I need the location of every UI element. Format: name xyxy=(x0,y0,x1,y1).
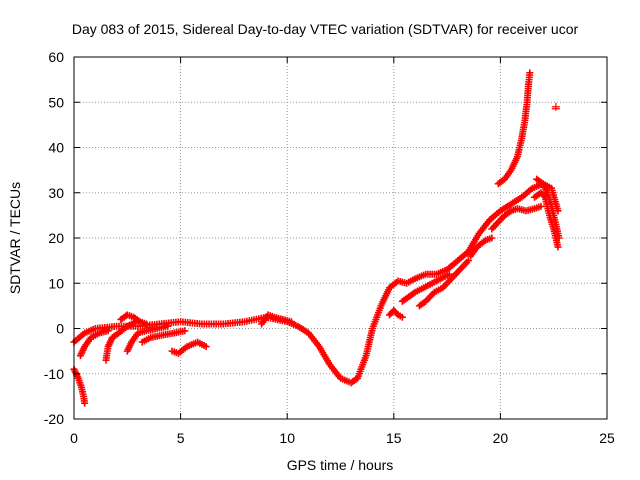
x-tick-label: 5 xyxy=(177,430,185,446)
data-point-marker xyxy=(81,399,89,407)
series-wiggle-2to3 xyxy=(117,311,150,328)
series-step-15b xyxy=(398,270,453,305)
data-point-marker xyxy=(104,327,112,335)
y-tick-label: 50 xyxy=(48,94,64,110)
series-early-lower-arc xyxy=(76,327,112,360)
data-point-marker xyxy=(393,309,401,317)
x-tick-label: 20 xyxy=(493,430,509,446)
series-branch-19 xyxy=(467,234,496,260)
y-axis-label: SDTVAR / TECUs xyxy=(7,182,23,294)
x-tick-label: 10 xyxy=(279,430,295,446)
x-tick-label: 0 xyxy=(70,430,78,446)
data-point-marker xyxy=(164,322,172,330)
series-late-descent-b xyxy=(531,189,562,251)
series-arc-9 xyxy=(258,311,295,328)
data-point-marker xyxy=(540,192,548,200)
data-point-marker xyxy=(202,343,210,351)
data-point-marker xyxy=(398,313,406,321)
x-axis-label: GPS time / hours xyxy=(287,457,394,473)
y-tick-label: 10 xyxy=(48,275,64,291)
series-rise-5 xyxy=(168,338,210,357)
axis-ticks: 0 5 10 15 20 25 -20 -10 0 10 20 30 40 50 60 xyxy=(44,49,615,446)
data-point-marker xyxy=(142,320,150,328)
chart-title: Day 083 of 2015, Sidereal Day-to-day VTE… xyxy=(72,21,579,37)
data-point-marker xyxy=(181,327,189,335)
y-tick-label: 0 xyxy=(56,321,64,337)
y-tick-label: 20 xyxy=(48,230,64,246)
data-point-marker xyxy=(537,202,545,210)
data-point-marker xyxy=(464,257,472,265)
data-point-marker xyxy=(445,270,453,278)
series-rise-2 xyxy=(102,318,140,364)
series-branch-20 xyxy=(488,202,545,233)
y-tick-label: -10 xyxy=(44,366,64,382)
data-point-marker xyxy=(551,102,560,111)
data-points xyxy=(70,69,563,407)
data-point-marker xyxy=(554,243,562,251)
data-point-marker xyxy=(287,318,295,326)
x-tick-label: 25 xyxy=(599,430,615,446)
series-rise-4 xyxy=(138,327,189,346)
data-point-marker xyxy=(488,234,496,242)
series-step-16b xyxy=(415,257,472,310)
y-tick-label: 30 xyxy=(48,185,64,201)
series-steep-rise xyxy=(494,69,534,188)
series-rise-3 xyxy=(123,322,172,355)
y-tick-label: 60 xyxy=(48,49,64,65)
series-early-drop xyxy=(70,365,89,407)
y-tick-label: -20 xyxy=(44,411,64,427)
data-point-marker xyxy=(526,69,534,77)
y-tick-label: 40 xyxy=(48,140,64,156)
x-tick-label: 15 xyxy=(386,430,402,446)
series-outlier xyxy=(551,102,560,111)
series-step-15 xyxy=(386,306,406,321)
